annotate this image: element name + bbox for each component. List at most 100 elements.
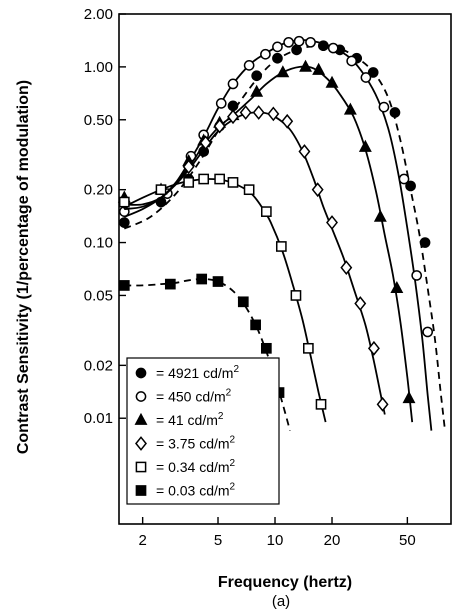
x-tick-label: 2 bbox=[138, 532, 146, 549]
data-point bbox=[237, 296, 249, 308]
x-axis: 2 5 10 20 50 bbox=[138, 517, 416, 549]
data-point bbox=[118, 196, 130, 208]
data-point bbox=[213, 118, 226, 134]
series-layer bbox=[117, 35, 446, 431]
legend-exponent: 2 bbox=[218, 411, 224, 422]
x-axis-label: Frequency (hertz) bbox=[218, 574, 352, 591]
data-point bbox=[398, 173, 410, 185]
data-point bbox=[325, 75, 339, 88]
data-point bbox=[367, 340, 380, 356]
data-point bbox=[358, 139, 372, 152]
y-tick-label: 0.10 bbox=[84, 235, 113, 252]
data-point bbox=[305, 36, 316, 48]
legend-marker bbox=[135, 436, 147, 451]
data-point bbox=[250, 84, 264, 97]
data-point bbox=[354, 296, 367, 311]
data-point bbox=[303, 342, 314, 354]
data-point bbox=[227, 177, 239, 188]
x-tick-label: 10 bbox=[267, 532, 284, 549]
data-point bbox=[251, 70, 263, 82]
data-point bbox=[155, 184, 167, 196]
data-point bbox=[118, 280, 130, 291]
legend-marker bbox=[135, 485, 147, 496]
data-point bbox=[389, 107, 401, 118]
data-point bbox=[291, 44, 302, 56]
legend-label: = 450 cd/m2 bbox=[156, 388, 232, 405]
data-point bbox=[293, 35, 305, 47]
legend-marker bbox=[135, 461, 147, 473]
data-point bbox=[367, 67, 379, 78]
y-tick-label: 2.00 bbox=[84, 6, 113, 23]
data-point bbox=[250, 319, 261, 331]
data-point bbox=[340, 260, 353, 276]
data-point bbox=[196, 273, 208, 285]
legend-label: = 4921 cd/m2 bbox=[156, 364, 239, 381]
data-point bbox=[164, 278, 176, 290]
series-4 bbox=[118, 173, 327, 423]
data-point bbox=[276, 65, 290, 78]
data-point bbox=[267, 106, 280, 122]
data-point bbox=[183, 177, 195, 188]
data-point bbox=[272, 52, 283, 64]
data-point bbox=[260, 48, 271, 60]
data-point bbox=[360, 72, 372, 83]
data-point bbox=[227, 109, 239, 125]
data-point bbox=[227, 78, 239, 90]
legend-marker bbox=[135, 391, 147, 402]
data-point bbox=[283, 36, 294, 48]
y-tick-label: 0.01 bbox=[84, 410, 113, 427]
data-point bbox=[390, 280, 404, 294]
data-point bbox=[411, 270, 423, 281]
data-point bbox=[212, 276, 224, 287]
legend-box bbox=[126, 357, 280, 505]
data-point bbox=[118, 217, 130, 228]
data-point bbox=[199, 135, 212, 151]
data-point bbox=[315, 398, 327, 410]
data-point bbox=[260, 342, 272, 354]
data-point bbox=[402, 391, 416, 404]
y-tick-label: 0.05 bbox=[84, 287, 113, 304]
data-point bbox=[422, 326, 434, 338]
y-tick-label: 0.02 bbox=[84, 357, 113, 374]
legend-label: = 41 cd/m2 bbox=[156, 411, 224, 428]
y-tick-label: 0.50 bbox=[84, 112, 113, 129]
plot-frame bbox=[118, 13, 452, 525]
data-point bbox=[373, 209, 387, 222]
data-point bbox=[312, 62, 326, 75]
data-point bbox=[275, 241, 287, 252]
x-tick-label: 50 bbox=[399, 532, 416, 549]
x-tick-label: 20 bbox=[324, 532, 341, 549]
data-point bbox=[252, 105, 265, 120]
legend-label: = 0.34 cd/m2 bbox=[156, 458, 236, 475]
data-point bbox=[198, 173, 210, 185]
legend-exponent: 2 bbox=[230, 482, 236, 493]
data-point bbox=[243, 184, 255, 196]
data-point bbox=[243, 60, 255, 71]
y-axis: 2.00 1.00 0.50 0.20 0.10 0.05 0.02 0.01 bbox=[84, 6, 126, 427]
data-point bbox=[326, 215, 338, 230]
data-point bbox=[272, 41, 283, 53]
data-point bbox=[260, 206, 272, 217]
legend-exponent: 2 bbox=[226, 388, 232, 399]
data-point bbox=[311, 182, 324, 198]
data-point bbox=[281, 113, 294, 129]
data-point bbox=[327, 42, 339, 54]
figure-caption: (a) bbox=[272, 593, 290, 610]
legend-label: = 0.03 cd/m2 bbox=[156, 482, 236, 499]
data-point bbox=[182, 159, 195, 175]
legend-exponent: 2 bbox=[230, 435, 236, 446]
series-1 bbox=[118, 35, 434, 431]
legend-label: = 3.75 cd/m2 bbox=[156, 435, 236, 452]
data-point bbox=[376, 396, 389, 412]
data-point bbox=[215, 98, 227, 109]
data-point bbox=[290, 290, 302, 301]
y-tick-label: 0.20 bbox=[84, 182, 113, 199]
data-point bbox=[419, 237, 431, 248]
y-axis-label: Contrast Sensitivity (1/percentage of mo… bbox=[15, 80, 32, 454]
data-point bbox=[405, 180, 416, 192]
legend: = 4921 cd/m2 = 450 cd/m2 = 41 cd/m2 = 3.75 … bbox=[126, 357, 280, 505]
y-tick-label: 1.00 bbox=[84, 59, 113, 76]
data-point bbox=[214, 173, 225, 185]
data-point bbox=[346, 55, 358, 67]
